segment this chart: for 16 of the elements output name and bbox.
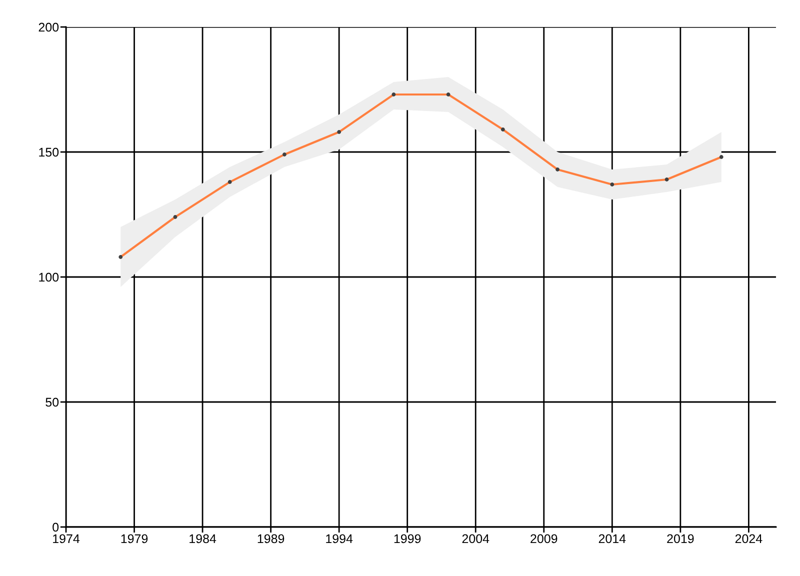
y-tick-label: 100 <box>39 272 59 282</box>
y-tick-label: 0 <box>52 522 59 532</box>
x-tick-label: 1999 <box>394 534 421 544</box>
x-tick-label: 2014 <box>598 534 626 544</box>
x-tick-label: 2009 <box>530 534 558 544</box>
x-tick-label: 1984 <box>190 534 216 544</box>
y-tick-label: 50 <box>46 398 59 407</box>
x-tick-label: 1974 <box>53 534 80 544</box>
x-tick-label: 2019 <box>667 534 694 544</box>
x-tick-label: 2004 <box>462 534 490 544</box>
y-tick-label: 200 <box>38 22 59 32</box>
x-tick-label: 1979 <box>121 534 148 544</box>
y-tick-label: 150 <box>39 148 59 157</box>
x-tick-label: 1989 <box>258 534 284 544</box>
x-tick-label: 1994 <box>326 534 353 544</box>
x-tick-label: 2024 <box>735 534 762 544</box>
